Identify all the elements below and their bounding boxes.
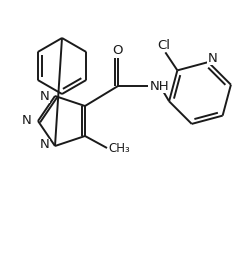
Text: N: N (40, 139, 50, 151)
Text: N: N (23, 115, 33, 128)
Text: N: N (40, 139, 50, 151)
Text: Cl: Cl (156, 39, 169, 52)
Text: N: N (40, 90, 50, 103)
Text: N: N (40, 90, 50, 103)
Text: N: N (22, 115, 32, 128)
Text: CH₃: CH₃ (108, 141, 129, 155)
Text: N: N (207, 52, 216, 64)
Text: O: O (112, 44, 123, 57)
Text: NH: NH (149, 80, 169, 92)
